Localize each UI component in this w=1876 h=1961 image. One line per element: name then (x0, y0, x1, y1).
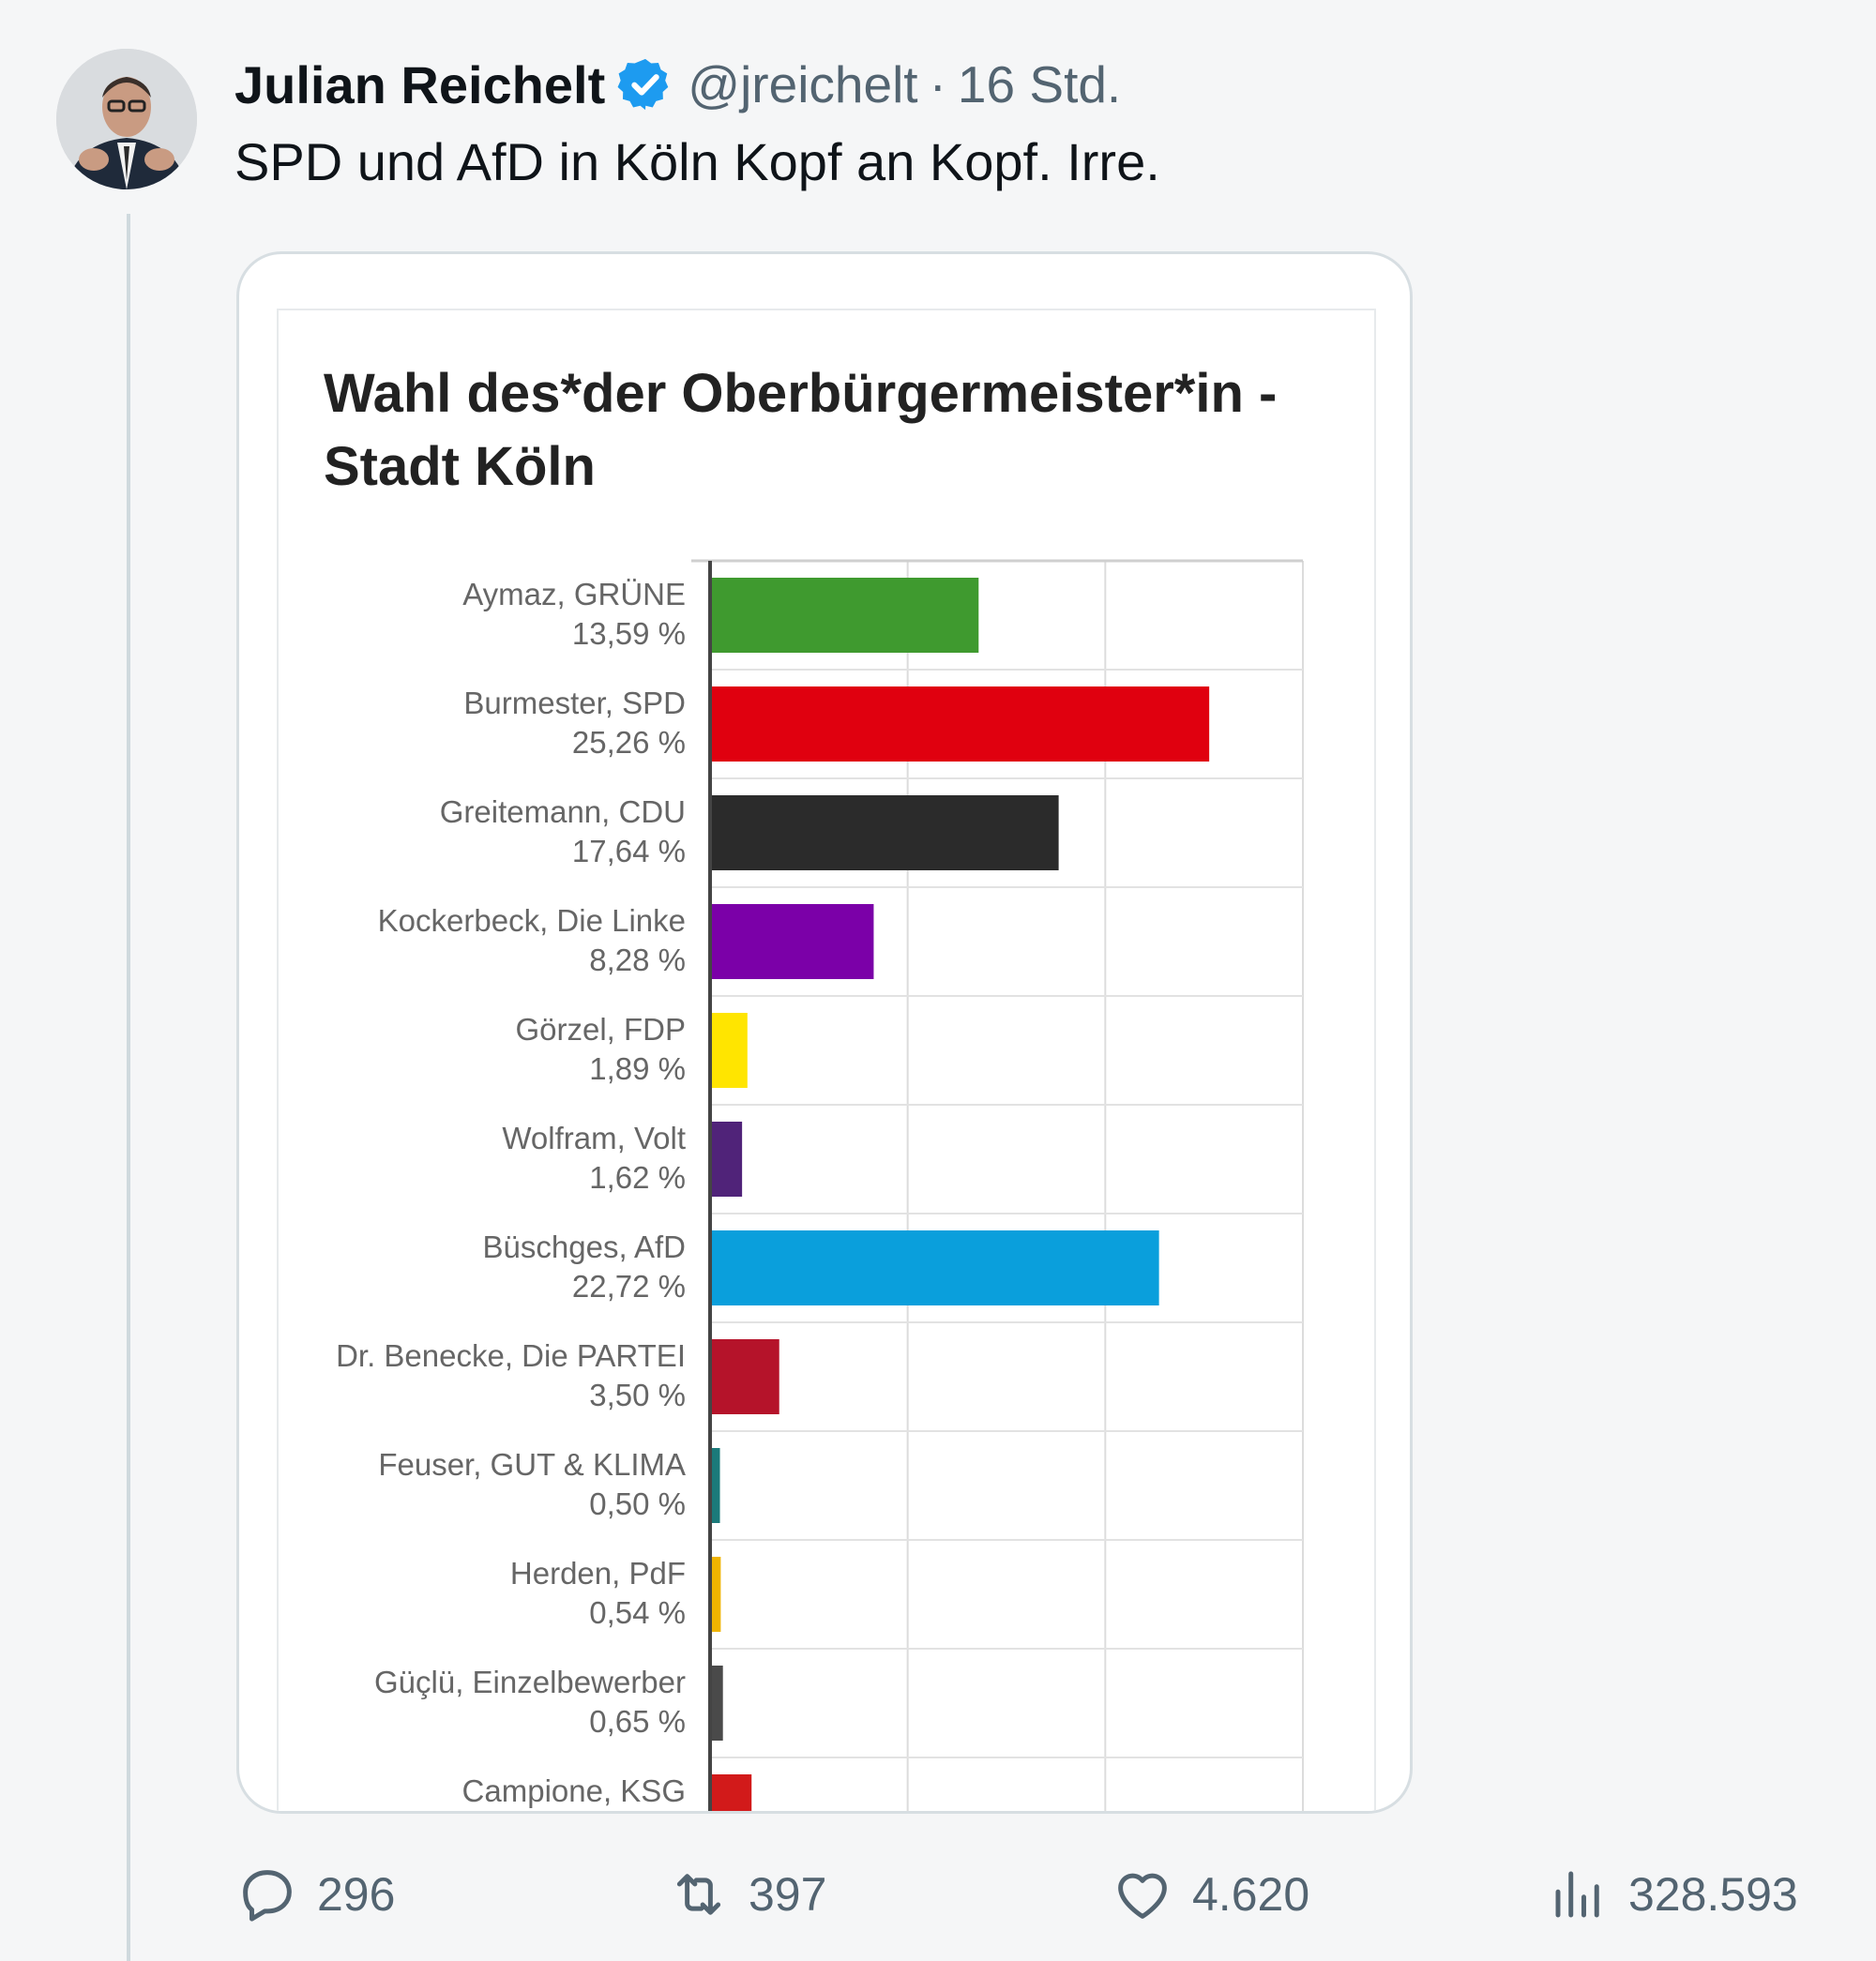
value-label: 3,50 % (589, 1378, 686, 1412)
views-bar-chart-icon (1555, 1871, 1599, 1918)
view-count: 328.593 (1628, 1868, 1798, 1921)
bar (710, 1230, 1159, 1305)
reply-count: 296 (317, 1868, 396, 1921)
retweet-button[interactable]: 397 (668, 1852, 826, 1937)
category-label: Dr. Benecke, Die PARTEI (336, 1338, 686, 1373)
category-label: Görzel, FDP (515, 1012, 686, 1047)
bar-chart: Aymaz, GRÜNE 13,59 % Burmester, SPD 25,26 %… (336, 559, 1304, 1811)
category-label: Greitemann, CDU (440, 794, 686, 829)
bar (710, 1448, 720, 1523)
chart-card: Wahl des*der Oberbürgermeister*in - Stad… (277, 309, 1376, 1811)
reply-icon (243, 1870, 292, 1922)
category-label: Güçlü, Einzelbewerber (374, 1665, 686, 1699)
tweet-timestamp[interactable]: 16 Std. (957, 55, 1122, 113)
bar (710, 1122, 743, 1197)
tweet-text: SPD und AfD in Köln Kopf an Kopf. Irre. (234, 132, 1160, 191)
bar (710, 904, 874, 979)
bar (710, 686, 1210, 762)
value-label: 17,64 % (572, 834, 686, 868)
bar (710, 1666, 723, 1741)
category-label: Herden, PdF (510, 1556, 686, 1591)
bar (710, 795, 1059, 870)
value-label: 8,28 % (589, 943, 686, 977)
views-button[interactable]: 328.593 (1548, 1852, 1798, 1937)
value-label: 25,26 % (572, 725, 686, 760)
avatar-photo (56, 49, 197, 189)
value-label: 22,72 % (572, 1269, 686, 1304)
separator-dot: · (929, 55, 946, 113)
category-label: Büschges, AfD (483, 1229, 686, 1264)
value-label: 0,54 % (589, 1595, 686, 1630)
reply-button[interactable]: 296 (236, 1852, 395, 1937)
retweet-count: 397 (749, 1868, 827, 1921)
bar (710, 1557, 721, 1632)
tweet-media[interactable]: Wahl des*der Oberbürgermeister*in - Stad… (236, 251, 1413, 1814)
chart-title-line: Wahl des*der Oberbürgermeister*in - (324, 363, 1278, 424)
like-button[interactable]: 4.620 (1112, 1852, 1309, 1937)
author-avatar[interactable] (56, 49, 197, 189)
heart-icon (1118, 1873, 1167, 1919)
category-label: Aymaz, GRÜNE (462, 577, 686, 611)
category-label: Campione, KSG (462, 1773, 686, 1808)
category-label: Feuser, GUT & KLIMA (378, 1447, 686, 1482)
value-label: 1,89 % (589, 1051, 686, 1086)
verified-badge-icon (617, 58, 669, 111)
category-label: Kockerbeck, Die Linke (378, 903, 686, 938)
bar (710, 1013, 748, 1088)
like-count: 4.620 (1192, 1868, 1310, 1921)
retweet-icon (676, 1874, 721, 1915)
bar (710, 1339, 779, 1414)
thread-line (127, 214, 130, 1961)
bar (710, 578, 979, 653)
chart-title-line: Stadt Köln (324, 436, 596, 497)
chart-title: Wahl des*der Oberbürgermeister*in - Stad… (324, 357, 1337, 504)
tweet-header: Julian Reichelt @jreichelt · 16 Std. (234, 47, 1121, 122)
value-label: 0,50 % (589, 1486, 686, 1521)
value-label: 13,59 % (572, 616, 686, 651)
author-name[interactable]: Julian Reichelt (234, 54, 606, 114)
tweet-actions: 296 397 4.620 328.593 (0, 1852, 1876, 1937)
value-label: 0,65 % (589, 1704, 686, 1739)
category-label: Wolfram, Volt (502, 1121, 686, 1155)
bar (710, 1774, 752, 1811)
value-label: 1,62 % (589, 1160, 686, 1195)
author-handle[interactable]: @jreichelt (688, 55, 918, 113)
category-label: Burmester, SPD (463, 686, 686, 720)
